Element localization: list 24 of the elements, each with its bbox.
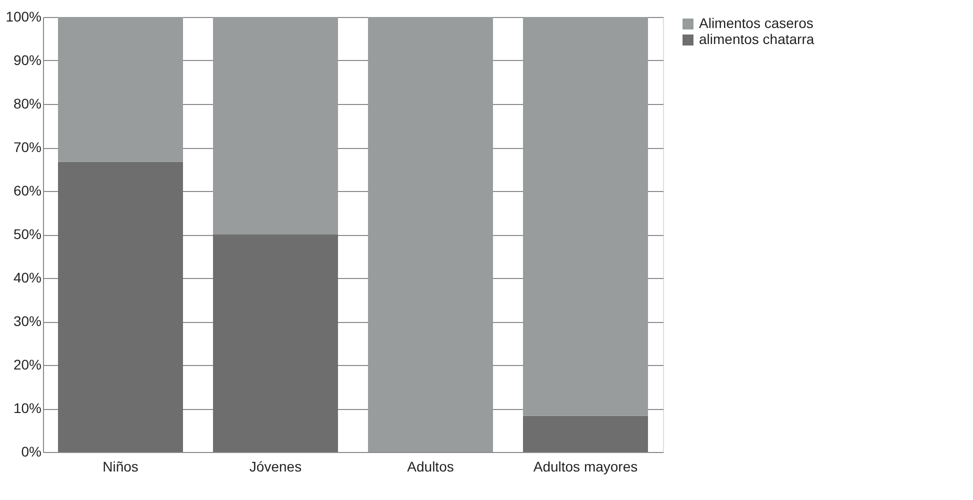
legend-label: Alimentos caseros [699, 15, 814, 31]
y-tick-label: 0% [21, 444, 42, 460]
bar [213, 234, 338, 452]
y-tick-label: 20% [13, 356, 42, 372]
y-tick-label: 90% [13, 52, 42, 68]
x-tick-label: Jóvenes [249, 458, 302, 474]
y-tick-label: 100% [6, 8, 42, 24]
y-tick-label: 70% [13, 139, 42, 155]
x-tick-label: Niños [102, 458, 138, 474]
y-tick-label: 30% [13, 313, 42, 329]
y-tick-label: 10% [13, 400, 42, 416]
bar [523, 416, 648, 452]
y-tick-label: 80% [13, 96, 42, 112]
bar [58, 17, 183, 162]
legend-label: alimentos chatarra [699, 31, 814, 47]
y-tick-label: 50% [13, 226, 42, 242]
y-tick-label: 40% [13, 270, 42, 286]
bar [58, 162, 183, 452]
x-tick-label: Adultos mayores [533, 458, 638, 474]
bar [213, 17, 338, 234]
bar [368, 17, 493, 452]
x-tick-label: Adultos [407, 458, 454, 474]
bar [523, 17, 648, 416]
y-tick-label: 60% [13, 182, 42, 198]
